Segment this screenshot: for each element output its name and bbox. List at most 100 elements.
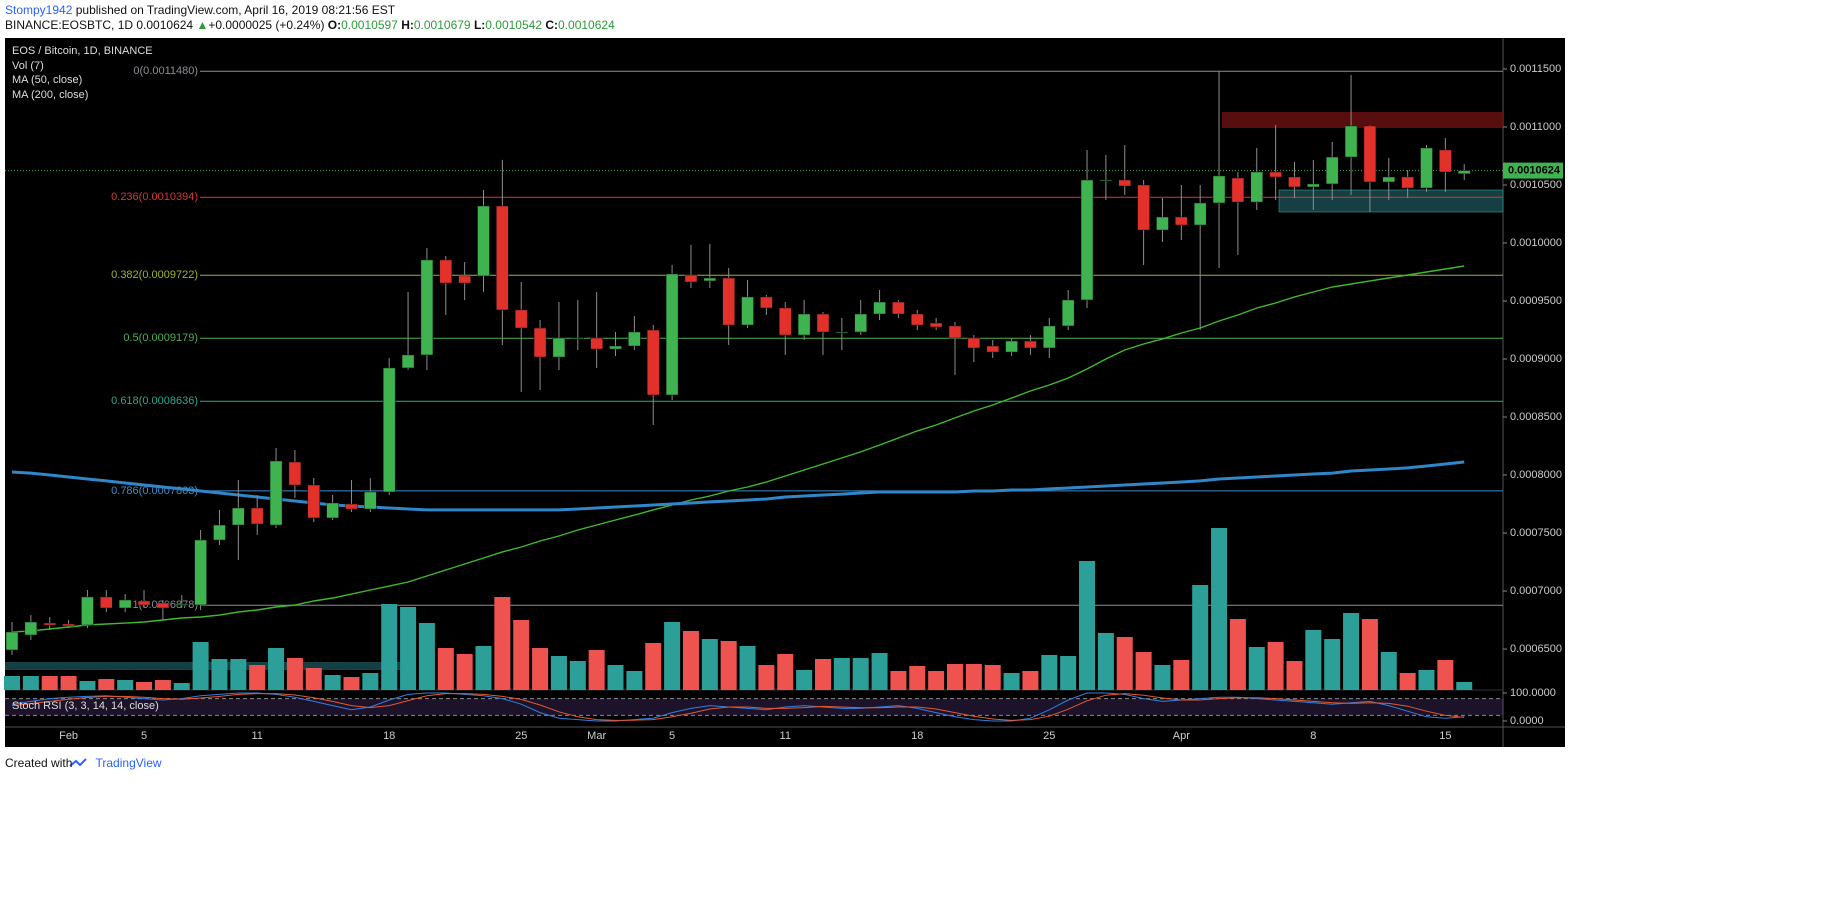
footer: Created with TradingView xyxy=(5,756,162,770)
volume-bar xyxy=(833,658,850,690)
candle-body xyxy=(797,313,811,336)
y-tick-label: 0.0011500 xyxy=(1510,63,1561,75)
candle-body xyxy=(1156,216,1169,231)
candle-body xyxy=(948,325,962,339)
y-tick-label: 0.0007500 xyxy=(1510,527,1562,539)
volume-bar xyxy=(1022,671,1039,690)
candle-body xyxy=(175,603,188,606)
resistance-zone xyxy=(1222,112,1503,128)
brand[interactable]: TradingView xyxy=(95,756,162,770)
volume-bar xyxy=(418,623,435,690)
candle-body xyxy=(5,631,19,651)
candle-body xyxy=(1344,125,1358,158)
volume-bar xyxy=(758,665,775,690)
candle-body xyxy=(81,596,94,626)
volume-bar xyxy=(1229,619,1246,690)
candle-body xyxy=(1363,125,1377,183)
h-label: H: xyxy=(401,18,414,32)
candle-body xyxy=(439,259,453,284)
candle-body xyxy=(646,329,660,396)
y-tick-label: 0.0010500 xyxy=(1510,179,1562,191)
volume-bar xyxy=(947,664,963,690)
candle-body xyxy=(326,502,339,519)
y-tick-label: 0.0008500 xyxy=(1510,411,1562,423)
candle-body xyxy=(571,337,585,340)
candle-body xyxy=(496,205,509,311)
support-zone xyxy=(5,662,410,670)
volume-bar xyxy=(1418,670,1435,690)
volume-bar xyxy=(494,597,511,690)
last-price: 0.0010624 xyxy=(136,18,194,32)
back-layer: 0(0.0011480) 0.236(0.0010394) 0.382(0.0009… xyxy=(5,65,1503,716)
candle-body xyxy=(911,313,924,326)
y-tick-label: 0.0010000 xyxy=(1510,237,1562,249)
candle-body xyxy=(684,274,698,283)
y-tick-label: 0.0009500 xyxy=(1510,295,1562,307)
y-tick-label: 0.0006500 xyxy=(1510,643,1562,655)
candle-body xyxy=(1401,176,1414,189)
volume-bar xyxy=(1173,660,1190,690)
volume-bar xyxy=(60,676,77,690)
published: published on TradingView.com, April 16, … xyxy=(75,3,396,17)
candle-body xyxy=(590,337,603,350)
author[interactable]: Stompy1942 xyxy=(5,3,73,17)
h-value: 0.0010679 xyxy=(413,18,471,32)
volume-bar xyxy=(607,665,624,690)
volume-bar xyxy=(1343,613,1360,690)
y-tick-label: 0.0007000 xyxy=(1510,585,1562,597)
candle-body xyxy=(1193,202,1207,226)
volume-bar xyxy=(154,680,171,690)
volume-bar xyxy=(739,646,756,690)
candle-body xyxy=(288,461,302,486)
candle-body xyxy=(665,273,679,396)
volume-bar xyxy=(41,676,58,690)
candle-body xyxy=(1439,149,1452,173)
y-tick-label: 0.0009000 xyxy=(1510,353,1562,365)
fib-label: 0(0.0011480) xyxy=(133,65,198,77)
volume-bar xyxy=(645,643,662,690)
x-tick-label: 5 xyxy=(141,730,147,742)
fib-label: 0.236(0.0010394) xyxy=(111,191,198,203)
volume-bar xyxy=(437,648,454,690)
candle-body xyxy=(1024,340,1037,349)
volume-bar xyxy=(796,670,813,690)
volume-bar xyxy=(98,679,115,690)
volume-bar xyxy=(1211,528,1228,690)
candle-body xyxy=(779,307,792,336)
legend-volume: Vol (7) xyxy=(12,60,44,72)
candle-body xyxy=(62,623,75,627)
candle-body xyxy=(1325,156,1339,185)
volume-bar xyxy=(362,673,379,690)
volume-bar xyxy=(343,677,360,690)
candle-body xyxy=(1307,183,1320,188)
volume-bar xyxy=(211,659,228,690)
volume-bar xyxy=(532,648,549,690)
stoch-line xyxy=(11,692,1465,722)
volume-bar xyxy=(965,664,982,690)
last-price-tag xyxy=(1503,162,1563,179)
created-with: Created with xyxy=(5,756,73,770)
volume-bar xyxy=(249,665,266,690)
candle-body xyxy=(722,277,735,326)
chart-title: EOS / Bitcoin, 1D, BINANCE xyxy=(12,45,153,57)
volume-bar xyxy=(777,654,794,690)
volume-bar xyxy=(381,604,398,690)
volume-bar xyxy=(1135,652,1152,690)
candle-body xyxy=(760,296,773,309)
x-tick-label: Apr xyxy=(1173,730,1190,742)
candle-body xyxy=(986,345,999,353)
stoch-tick-label: 0.0000 xyxy=(1510,715,1544,727)
candle-body xyxy=(420,259,434,356)
candle-body xyxy=(43,622,56,626)
volume-bar xyxy=(324,675,341,690)
volume-bar xyxy=(1456,682,1473,690)
candle-body xyxy=(703,277,717,282)
candle-body xyxy=(458,275,471,284)
volume-bar xyxy=(1041,655,1058,690)
ma-layer xyxy=(11,265,1465,722)
volume-bar xyxy=(456,654,473,690)
volume-bar xyxy=(286,658,303,690)
candle-body xyxy=(1043,325,1056,349)
change-arrow: ▲ xyxy=(196,18,209,32)
volume-bar xyxy=(909,666,926,690)
